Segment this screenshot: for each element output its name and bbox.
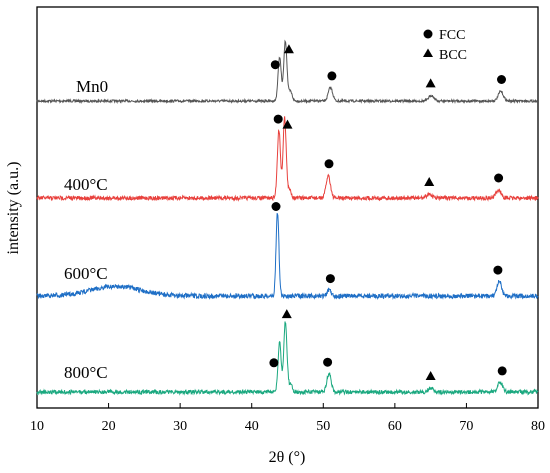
legend-fcc-label: FCC [439,28,465,43]
legend-bcc-label: BCC [439,48,467,63]
legend-bcc-marker [423,48,433,57]
bcc-marker-s3-1 [281,309,292,319]
fcc-marker-s0-2 [327,71,337,81]
marker-layer [269,44,507,380]
fcc-marker-s3-2 [323,357,333,367]
series-line-2 [36,212,539,301]
fcc-marker-s2-0 [271,202,281,211]
series-layer [36,39,539,396]
bcc-marker-s1-1 [282,119,293,129]
fcc-marker-s1-0 [273,114,283,124]
x-tick-label-70: 70 [459,419,473,434]
plot-frame [36,6,539,409]
series-label-800c: 800°C [64,363,108,382]
x-tick-label-40: 40 [245,419,259,434]
x-tick-label-10: 10 [30,419,44,434]
fcc-marker-s3-4 [497,366,507,376]
series-line-1 [36,116,539,202]
series-line-0 [36,39,539,105]
legend-fcc-marker [423,29,433,39]
bcc-marker-s0-1 [283,44,294,54]
x-tick-label-30: 30 [173,419,187,434]
fcc-marker-s1-4 [494,173,504,183]
x-axis-label: 2θ (°) [269,449,306,466]
x-tick-label-20: 20 [102,419,116,434]
series-label-400c: 400°C [64,175,108,194]
x-tick-label-80: 80 [531,419,545,434]
legend: FCC BCC [423,28,467,63]
x-tick-label-60: 60 [388,419,402,434]
bcc-marker-s3-3 [425,371,436,380]
bcc-marker-s1-3 [424,177,435,186]
series-label-mn0: Mn0 [76,77,108,96]
fcc-marker-s2-1 [325,274,335,284]
series-label-600c: 600°C [64,264,108,283]
x-tick-label-50: 50 [316,419,330,434]
y-axis-label: intensity (a.u.) [5,162,22,255]
fcc-marker-s0-0 [270,60,280,70]
fcc-marker-s2-2 [493,265,503,275]
fcc-marker-s3-0 [269,358,279,368]
fcc-marker-s1-2 [324,159,334,169]
bcc-marker-s0-3 [425,78,436,88]
series-line-3 [36,321,539,396]
x-axis: 10 20 30 40 50 60 70 80 [30,403,545,434]
fcc-marker-s0-4 [497,75,506,84]
